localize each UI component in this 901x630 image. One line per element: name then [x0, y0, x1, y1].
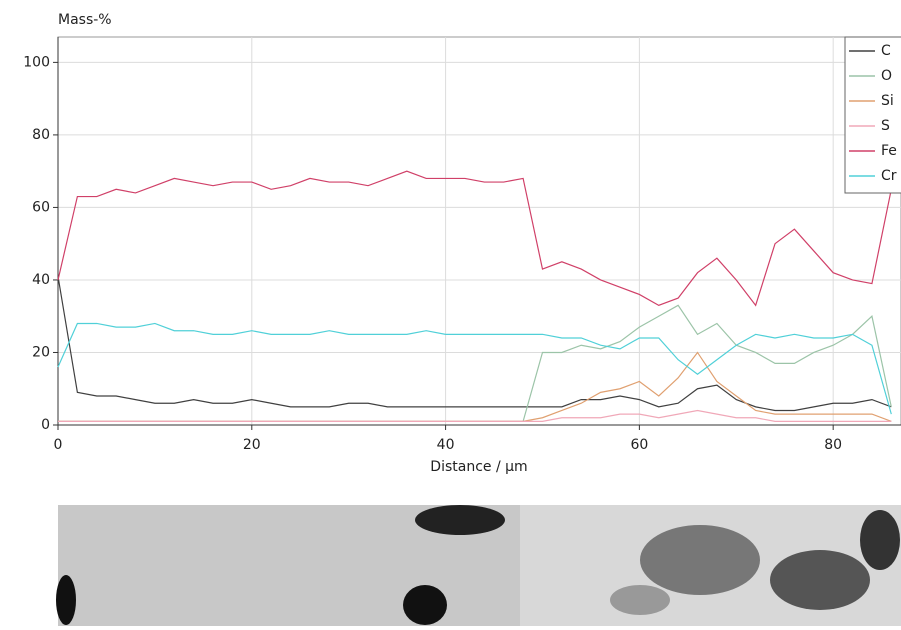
y-tick-label: 40	[32, 272, 50, 288]
legend-label: C	[881, 43, 891, 59]
legend-label: S	[881, 118, 890, 134]
series-line	[57, 276, 892, 412]
sem-image	[56, 505, 901, 626]
y-tick-label: 20	[32, 344, 50, 360]
y-tick-label: 100	[23, 54, 50, 70]
y-tick-label: 60	[32, 199, 50, 215]
plot-area	[57, 36, 901, 426]
y-axis-label: Mass-%	[58, 12, 112, 28]
series-line	[57, 322, 892, 415]
legend-box	[844, 36, 901, 194]
series-line	[58, 409, 892, 422]
series-line	[57, 170, 892, 307]
legend-label: Si	[881, 93, 894, 109]
y-tick-label: 0	[41, 417, 50, 433]
legend-label: O	[881, 68, 892, 84]
x-tick-label: 40	[437, 437, 455, 453]
x-tick-label: 0	[54, 437, 63, 453]
x-axis-label: Distance / µm	[430, 459, 527, 475]
x-tick-label: 60	[630, 437, 648, 453]
y-tick-label: 80	[32, 127, 50, 143]
x-tick-label: 80	[824, 437, 842, 453]
legend-label: Cr	[881, 168, 897, 184]
legend-label: Fe	[881, 143, 897, 159]
x-tick-label: 20	[243, 437, 261, 453]
